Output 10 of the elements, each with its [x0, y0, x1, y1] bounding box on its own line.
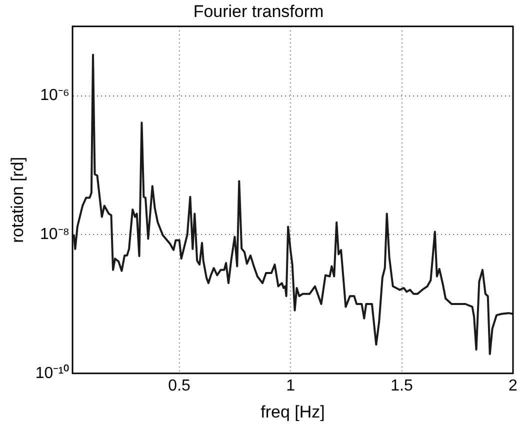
x-tick-label: 1	[286, 377, 296, 394]
y-tick-label: 10⁻⁶	[40, 87, 70, 104]
y-axis-title: rotation [rd]	[8, 156, 27, 243]
x-tick-label: 0.5	[168, 377, 191, 394]
x-axis-title: freq [Hz]	[260, 402, 325, 422]
x-tick-label: 2	[508, 377, 518, 394]
y-tick-label: 10⁻⁸	[40, 226, 70, 244]
x-tick-label: 1.5	[390, 377, 413, 394]
y-tick-label: 10⁻¹⁰	[35, 364, 70, 382]
chart-title: Fourier transform	[193, 2, 324, 21]
